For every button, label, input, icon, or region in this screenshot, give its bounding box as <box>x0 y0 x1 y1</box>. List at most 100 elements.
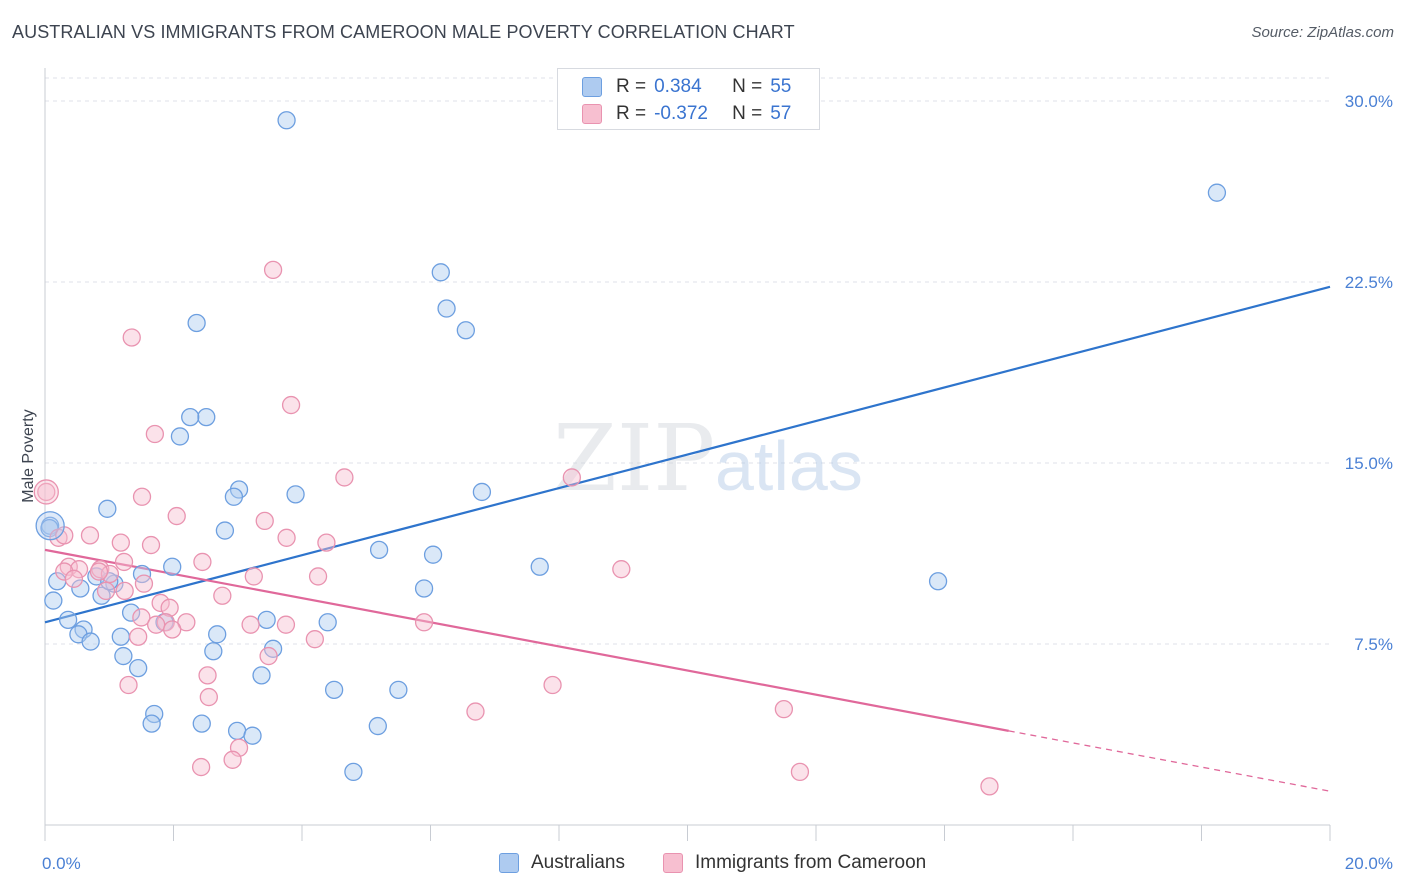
australians-point <box>181 407 200 427</box>
australians-point <box>414 579 434 598</box>
cameroon-point <box>89 562 109 581</box>
australians-point <box>286 485 305 504</box>
cameroon-point <box>980 777 999 796</box>
cameroon-point <box>80 526 100 545</box>
watermark-zip: ZIP <box>553 405 715 512</box>
cameroon-point <box>308 567 328 586</box>
tick-labels: 7.5% 15.0% 22.5% 30.0% 0.0% 20.0% <box>42 92 1393 873</box>
australians-point <box>277 111 296 130</box>
cameroon-point <box>64 569 84 588</box>
cameroon-point <box>276 615 296 634</box>
australians-point <box>204 642 223 661</box>
cameroon-point <box>151 593 170 613</box>
australians-point <box>208 625 227 644</box>
legend-item-cameroon: Immigrants from Cameroon <box>663 852 926 874</box>
australians-point <box>44 591 63 610</box>
cameroon-point <box>177 613 196 632</box>
cameroon-point <box>335 468 354 487</box>
australians-point <box>215 521 235 540</box>
cameroon-point <box>263 260 283 280</box>
australians-point <box>437 299 456 318</box>
legend-label-cameroon: Immigrants from Cameroon <box>695 852 927 873</box>
australians-point <box>197 407 216 427</box>
australians-point <box>472 482 492 502</box>
cameroon-point <box>277 528 296 547</box>
cameroon-point <box>55 562 74 581</box>
australians-point <box>227 721 247 741</box>
r-value: 0.384 <box>654 76 702 97</box>
cameroon-point <box>37 482 56 502</box>
cameroon-point <box>114 552 134 572</box>
r-value: -0.372 <box>654 103 708 124</box>
stats-row-australians: R = 0.384 N = 55 <box>582 75 791 99</box>
cameroon-point <box>562 468 581 487</box>
cameroon-point <box>774 700 794 719</box>
australians-point <box>81 632 100 651</box>
n-label: N = <box>732 76 763 97</box>
australians-point <box>257 610 276 630</box>
cameroon-point <box>147 615 166 634</box>
australians-point <box>243 726 262 745</box>
cameroon-point <box>167 506 186 526</box>
australians-point <box>121 603 141 622</box>
cameroon-point <box>115 581 134 601</box>
cameroon-swatch <box>582 104 602 124</box>
cameroon-point <box>132 487 152 506</box>
cameroon-point <box>317 533 336 552</box>
cameroon-point <box>145 424 165 444</box>
australians-swatch <box>582 77 602 97</box>
cameroon-point <box>259 646 278 666</box>
cameroon-point <box>122 328 141 347</box>
cameroon-point <box>244 567 263 586</box>
cameroon-point <box>255 511 274 531</box>
trend-lines <box>44 285 1331 792</box>
cameroon-trend-line <box>44 548 1009 732</box>
australians-point <box>324 680 344 699</box>
australians-point <box>368 716 387 736</box>
australians-trend-line <box>44 285 1331 624</box>
stats-legend: R = 0.384 N = 55 R = -0.372 N = 57 <box>557 68 820 130</box>
axes <box>44 68 1331 841</box>
australians-point <box>431 263 450 282</box>
stats-row-cameroon: R = -0.372 N = 57 <box>582 102 791 126</box>
australians-point <box>142 714 161 733</box>
cameroon-point <box>134 574 154 593</box>
source-label: Source: ZipAtlas.com <box>1251 24 1394 41</box>
legend-item-australians: Australians <box>499 852 625 874</box>
y-tick-label: 30.0% <box>1345 92 1393 111</box>
r-label: R = <box>616 103 647 124</box>
cameroon-point <box>612 560 631 579</box>
cameroon-point <box>198 666 217 685</box>
cameroon-point <box>281 395 301 415</box>
cameroon-point-large <box>33 479 59 505</box>
australians-point <box>456 321 475 340</box>
australians-point <box>163 557 182 576</box>
cameroon-point <box>543 675 562 695</box>
cameroon-point <box>193 552 212 572</box>
n-label: N = <box>732 103 763 124</box>
data-points <box>33 111 1227 796</box>
cameroon-point <box>132 608 151 627</box>
watermark-atlas: atlas <box>715 427 863 505</box>
cameroon-point <box>223 750 242 769</box>
australians-point <box>170 427 190 446</box>
australians-point <box>423 545 443 564</box>
australians-point <box>187 313 206 333</box>
cameroon-point <box>241 615 260 634</box>
cameroon-trend-extension <box>1008 730 1331 792</box>
australians-point <box>252 666 271 685</box>
y-tick-label: 7.5% <box>1354 635 1393 654</box>
australians-point <box>369 540 389 560</box>
x-tick-label-max: 20.0% <box>1345 854 1393 873</box>
australians-point <box>58 610 78 630</box>
australians-point <box>224 487 244 506</box>
australians-point <box>928 572 948 591</box>
cameroon-point <box>199 687 218 707</box>
legend-label-australians: Australians <box>531 852 625 873</box>
australians-point <box>389 680 408 699</box>
y-axis-label: Male Poverty <box>20 409 37 502</box>
australians-point <box>344 762 363 782</box>
chart-title: AUSTRALIAN VS IMMIGRANTS FROM CAMEROON M… <box>12 22 795 42</box>
grid-lines <box>45 77 1330 645</box>
